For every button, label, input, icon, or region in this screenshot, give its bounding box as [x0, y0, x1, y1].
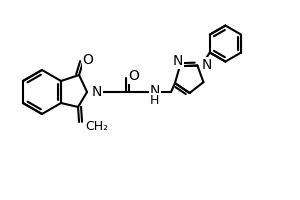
Text: N: N — [150, 84, 160, 98]
Text: N: N — [92, 85, 102, 99]
Text: O: O — [129, 69, 140, 83]
Text: O: O — [82, 53, 94, 67]
Text: N: N — [201, 58, 212, 72]
Text: CH₂: CH₂ — [85, 119, 108, 132]
Text: H: H — [150, 94, 159, 106]
Text: N: N — [172, 54, 183, 68]
